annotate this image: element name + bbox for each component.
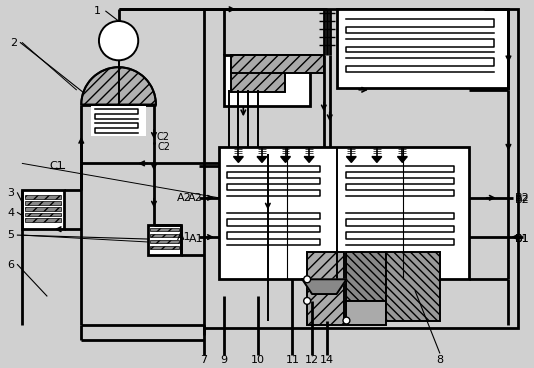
- Text: A1: A1: [177, 232, 191, 242]
- Text: A1: A1: [189, 234, 203, 244]
- Text: B1: B1: [515, 234, 530, 244]
- Text: 5: 5: [7, 230, 14, 240]
- Bar: [336, 9, 508, 88]
- Bar: [231, 56, 324, 73]
- Bar: [25, 201, 61, 205]
- Bar: [219, 147, 469, 279]
- Bar: [150, 234, 179, 237]
- Bar: [25, 213, 61, 216]
- Bar: [150, 228, 179, 231]
- Polygon shape: [233, 156, 244, 162]
- Bar: [25, 195, 61, 199]
- Polygon shape: [304, 156, 314, 162]
- Bar: [204, 9, 519, 328]
- Bar: [91, 106, 146, 136]
- Polygon shape: [81, 67, 156, 105]
- Bar: [224, 56, 310, 106]
- Polygon shape: [397, 156, 407, 162]
- Text: C2: C2: [158, 142, 171, 152]
- Bar: [25, 219, 61, 222]
- Polygon shape: [281, 156, 290, 162]
- Circle shape: [99, 21, 138, 60]
- Bar: [386, 252, 439, 321]
- Circle shape: [304, 276, 311, 283]
- Text: 11: 11: [285, 355, 300, 365]
- Wedge shape: [81, 67, 156, 105]
- Text: B1: B1: [515, 234, 530, 244]
- Text: C2: C2: [157, 132, 170, 142]
- Text: 2: 2: [10, 38, 18, 47]
- Text: 1: 1: [94, 6, 101, 16]
- Polygon shape: [257, 156, 267, 162]
- Text: 6: 6: [7, 259, 14, 270]
- Bar: [231, 62, 285, 92]
- Polygon shape: [302, 279, 347, 294]
- Polygon shape: [347, 156, 356, 162]
- Text: 9: 9: [220, 355, 227, 365]
- Bar: [148, 225, 182, 255]
- Text: C1: C1: [50, 161, 65, 171]
- Text: B2: B2: [515, 195, 530, 205]
- Text: 14: 14: [320, 355, 334, 365]
- Bar: [347, 301, 386, 325]
- Text: 4: 4: [7, 208, 14, 217]
- Bar: [150, 246, 179, 249]
- Text: A2: A2: [189, 193, 203, 203]
- Bar: [347, 252, 386, 301]
- Circle shape: [343, 317, 350, 324]
- Polygon shape: [372, 156, 382, 162]
- Text: B2: B2: [515, 193, 530, 203]
- Text: 7: 7: [200, 355, 208, 365]
- Bar: [150, 240, 179, 243]
- Bar: [307, 252, 344, 325]
- Bar: [22, 190, 64, 229]
- Text: 8: 8: [436, 355, 443, 365]
- Text: 10: 10: [251, 355, 265, 365]
- Bar: [25, 206, 61, 210]
- Text: 12: 12: [305, 355, 319, 365]
- Circle shape: [304, 297, 311, 304]
- Text: 3: 3: [7, 188, 14, 198]
- Text: A2: A2: [177, 193, 191, 203]
